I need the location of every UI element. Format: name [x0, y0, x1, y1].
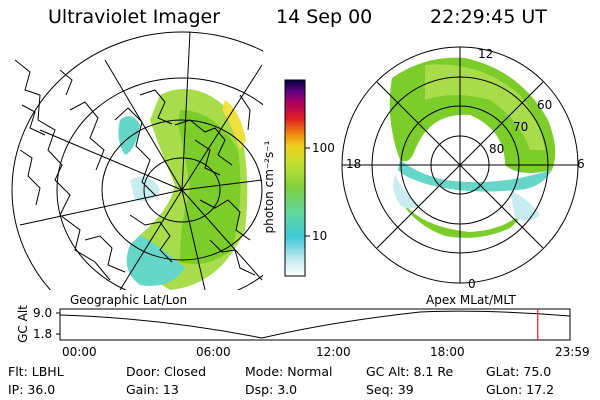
altitude-tick-low: 1.8 [33, 327, 53, 341]
door-info: Door: Closed [126, 364, 207, 379]
colorbar-gradient [284, 79, 306, 277]
mlt-label-6: 6 [577, 157, 585, 171]
geo-grid [11, 31, 263, 290]
ip-info: IP: 36.0 [8, 382, 56, 397]
polar-map-label: Apex MLat/MLT [426, 293, 516, 307]
time-tick-1800: 18:00 [430, 345, 465, 359]
colorbar-tick-10: 10 [312, 229, 328, 243]
polar-grid [341, 46, 579, 284]
time-label: 22:29:45 UT [430, 6, 547, 28]
dsp-info: Dsp: 3.0 [245, 382, 298, 397]
coastlines [14, 59, 256, 281]
time-tick-0600: 06:00 [196, 345, 231, 359]
gain-info: Gain: 13 [126, 382, 179, 397]
date-label: 14 Sep 00 [276, 6, 373, 28]
mlat-label-60: 60 [537, 98, 553, 112]
mlt-label-12: 12 [478, 47, 494, 61]
altitude-frame [59, 308, 571, 341]
time-tick-0000: 00:00 [62, 345, 97, 359]
mlt-label-18: 18 [346, 157, 362, 171]
mlat-label-70: 70 [513, 120, 529, 134]
gc-alt-info: GC Alt: 8.1 Re [366, 364, 454, 379]
colorbar-tick-100: 100 [312, 141, 335, 155]
mlat-label-80: 80 [489, 142, 505, 156]
time-tick-2359: 23:59 [555, 345, 590, 359]
instrument-title: Ultraviolet Imager [48, 6, 221, 28]
mlt-label-0: 0 [468, 277, 476, 291]
altitude-tick-high: 9.0 [33, 306, 53, 320]
geo-map-label: Geographic Lat/Lon [70, 293, 188, 307]
altitude-axis-label: GC Alt [16, 305, 30, 343]
glat-info: GLat: 75.0 [486, 364, 552, 379]
aurora-image-geo [118, 88, 248, 290]
time-tick-1200: 12:00 [316, 345, 351, 359]
mode-info: Mode: Normal [245, 364, 333, 379]
aurora-image-polar [389, 57, 556, 238]
glon-info: GLon: 17.2 [486, 382, 555, 397]
seq-info: Seq: 39 [366, 382, 414, 397]
altitude-curve [59, 310, 571, 339]
filter-info: Flt: LBHL [8, 364, 64, 379]
